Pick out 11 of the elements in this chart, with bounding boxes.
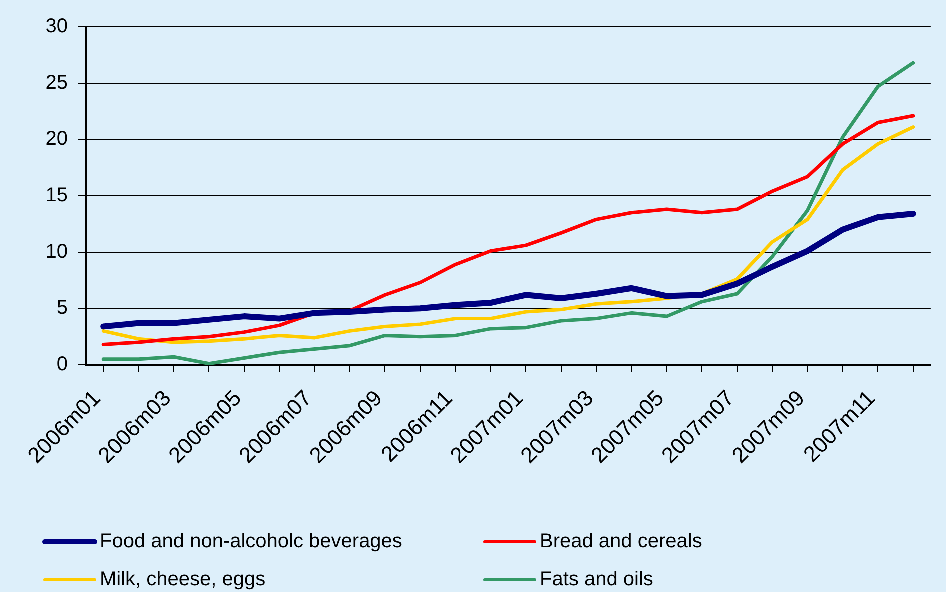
y-tick-label: 25: [46, 72, 68, 94]
legend-label: Food and non-alcoholc beverages: [100, 530, 402, 553]
y-tick-label: 0: [56, 354, 68, 376]
legend-label: Fats and oils: [540, 568, 654, 591]
y-tick-label: 10: [46, 240, 68, 263]
legend-label: Bread and cereals: [540, 530, 702, 553]
y-tick-label: 5: [56, 297, 68, 320]
y-tick-label: 30: [46, 16, 68, 38]
y-tick-label: 15: [46, 184, 68, 207]
y-tick-label: 20: [46, 128, 68, 150]
legend-label: Milk, cheese, eggs: [100, 568, 266, 591]
